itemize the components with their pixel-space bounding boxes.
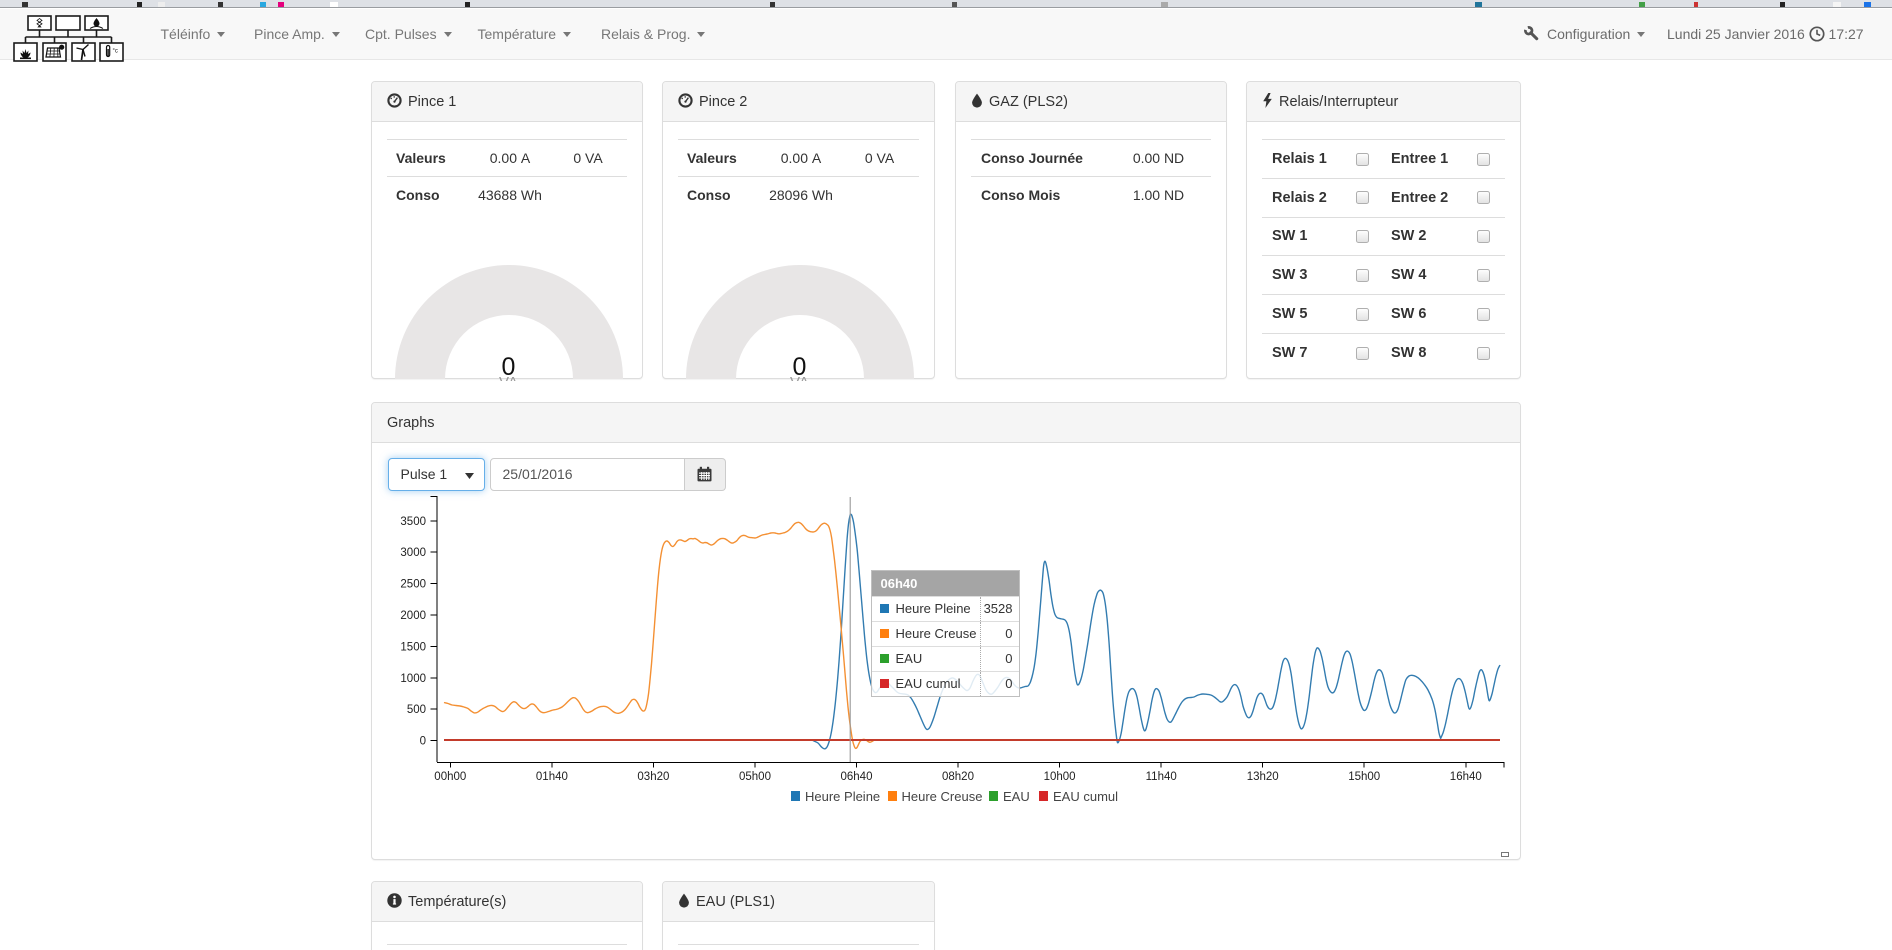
svg-text:500: 500 (407, 704, 426, 716)
svg-text:03h20: 03h20 (637, 771, 669, 783)
svg-text:0: 0 (420, 736, 426, 748)
svg-text:15h00: 15h00 (1348, 771, 1380, 783)
svg-text:2000: 2000 (400, 610, 426, 622)
svg-text:°c: °c (113, 49, 118, 55)
svg-text:01h40: 01h40 (536, 771, 568, 783)
svg-text:13h20: 13h20 (1247, 771, 1279, 783)
svg-text:3500: 3500 (400, 516, 426, 528)
svg-text:1000: 1000 (400, 673, 426, 685)
svg-text:00h00: 00h00 (434, 771, 466, 783)
svg-text:10h00: 10h00 (1044, 771, 1076, 783)
svg-text:3000: 3000 (400, 547, 426, 559)
svg-text:11h40: 11h40 (1146, 771, 1177, 783)
svg-text:06h40: 06h40 (841, 771, 873, 783)
svg-text:16h40: 16h40 (1450, 771, 1482, 783)
svg-text:05h00: 05h00 (739, 771, 771, 783)
svg-text:2500: 2500 (400, 579, 426, 591)
svg-text:08h20: 08h20 (942, 771, 974, 783)
svg-text:1500: 1500 (400, 641, 426, 653)
